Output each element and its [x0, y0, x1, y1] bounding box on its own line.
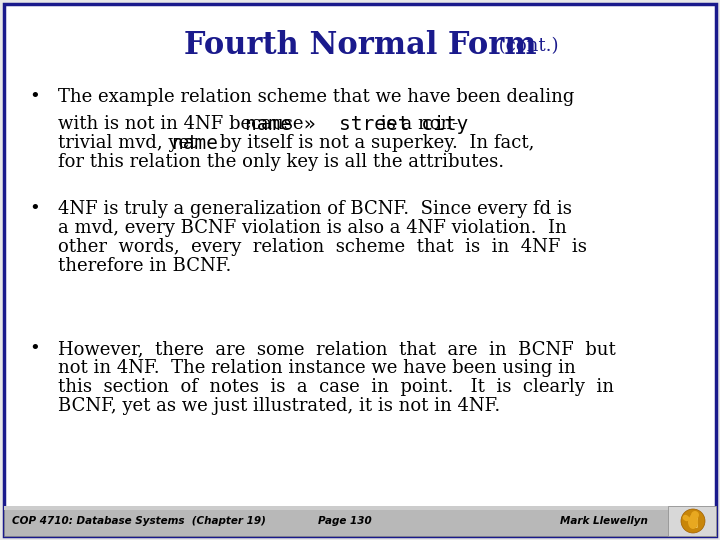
- Circle shape: [691, 511, 699, 519]
- Text: (cont.): (cont.): [493, 37, 559, 55]
- Text: Fourth Normal Form: Fourth Normal Form: [184, 30, 536, 62]
- Text: Mark Llewellyn: Mark Llewellyn: [560, 516, 648, 526]
- Text: trivial mvd, yet: trivial mvd, yet: [58, 134, 202, 152]
- Text: However,  there  are  some  relation  that  are  in  BCNF  but: However, there are some relation that ar…: [58, 340, 616, 358]
- Circle shape: [681, 509, 705, 533]
- Text: BCNF, yet as we just illustrated, it is not in 4NF.: BCNF, yet as we just illustrated, it is …: [58, 397, 500, 415]
- Text: by itself is not a superkey.  In fact,: by itself is not a superkey. In fact,: [214, 134, 534, 152]
- FancyBboxPatch shape: [4, 506, 716, 536]
- Text: other  words,  every  relation  scheme  that  is  in  4NF  is: other words, every relation scheme that …: [58, 238, 587, 256]
- Text: The example relation scheme that we have been dealing: The example relation scheme that we have…: [58, 88, 575, 106]
- Text: this  section  of  notes  is  a  case  in  point.   It  is  clearly  in: this section of notes is a case in point…: [58, 378, 614, 396]
- Text: Page 130: Page 130: [318, 516, 372, 526]
- Text: with is not in 4NF because: with is not in 4NF because: [58, 115, 310, 133]
- Text: ⭒: ⭒: [689, 514, 697, 528]
- Ellipse shape: [688, 515, 698, 529]
- FancyBboxPatch shape: [668, 506, 716, 536]
- Text: for this relation the only key is all the attributes.: for this relation the only key is all th…: [58, 153, 504, 171]
- FancyBboxPatch shape: [4, 4, 716, 536]
- Text: •: •: [30, 88, 40, 106]
- Text: •: •: [30, 340, 40, 358]
- Text: therefore in BCNF.: therefore in BCNF.: [58, 257, 231, 275]
- Text: name: name: [171, 134, 218, 153]
- FancyArrowPatch shape: [685, 517, 687, 518]
- FancyBboxPatch shape: [4, 506, 716, 510]
- Text: COP 4710: Database Systems  (Chapter 19): COP 4710: Database Systems (Chapter 19): [12, 516, 266, 526]
- Text: name »  street city: name » street city: [245, 115, 468, 134]
- Text: 4NF is truly a generalization of BCNF.  Since every fd is: 4NF is truly a generalization of BCNF. S…: [58, 200, 572, 218]
- Text: is a non-: is a non-: [375, 115, 458, 133]
- Text: •: •: [30, 200, 40, 218]
- Text: a mvd, every BCNF violation is also a 4NF violation.  In: a mvd, every BCNF violation is also a 4N…: [58, 219, 567, 237]
- Text: not in 4NF.  The relation instance we have been using in: not in 4NF. The relation instance we hav…: [58, 359, 576, 377]
